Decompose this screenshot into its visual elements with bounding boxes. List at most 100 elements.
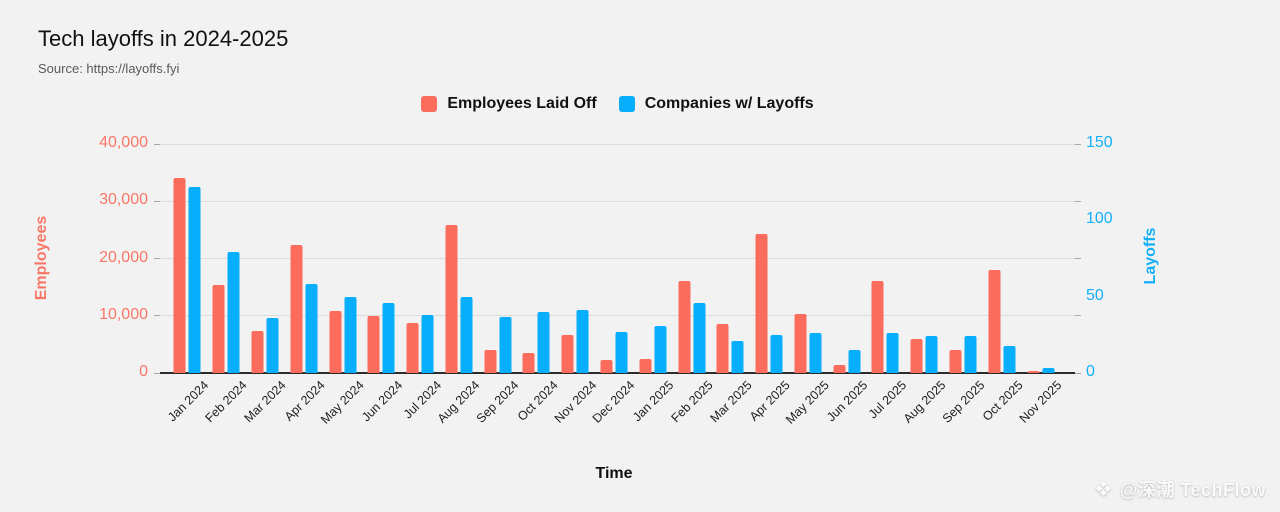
bar-companies-w-layoffs[interactable]	[344, 297, 357, 373]
bar-companies-w-layoffs[interactable]	[1003, 346, 1016, 373]
bar-companies-w-layoffs[interactable]	[499, 317, 512, 373]
bar-employees-laid-off[interactable]	[988, 270, 1001, 373]
right-axis-tick	[1075, 258, 1081, 259]
bar-companies-w-layoffs[interactable]	[615, 332, 628, 373]
bar-group	[561, 310, 589, 373]
gridline	[160, 200, 1075, 202]
right-axis-tick-label: 0	[1086, 363, 1095, 380]
bar-employees-laid-off[interactable]	[1027, 371, 1040, 373]
bar-employees-laid-off[interactable]	[406, 323, 419, 373]
gridline	[160, 143, 1075, 145]
bar-companies-w-layoffs[interactable]	[693, 303, 706, 373]
bar-companies-w-layoffs[interactable]	[188, 187, 201, 373]
left-axis-tick	[154, 143, 160, 145]
bar-group	[871, 281, 899, 373]
left-axis-title: Employees	[33, 215, 50, 301]
bar-employees-laid-off[interactable]	[212, 285, 225, 373]
bar-employees-laid-off[interactable]	[290, 245, 303, 373]
x-axis-tick-label: Jun 2024	[358, 378, 406, 425]
bar-companies-w-layoffs[interactable]	[266, 318, 279, 373]
bar-companies-w-layoffs[interactable]	[964, 336, 977, 373]
bar-employees-laid-off[interactable]	[173, 178, 186, 373]
bar-group	[212, 252, 240, 373]
x-axis-tick-label: Aug 2025	[900, 378, 949, 426]
bar-employees-laid-off[interactable]	[561, 335, 574, 373]
bar-companies-w-layoffs[interactable]	[1042, 368, 1055, 373]
bar-employees-laid-off[interactable]	[755, 234, 768, 373]
x-axis-tick-label: Feb 2024	[202, 378, 251, 426]
bar-employees-laid-off[interactable]	[367, 316, 380, 373]
legend-swatch-companies-icon	[618, 96, 635, 112]
bar-companies-w-layoffs[interactable]	[305, 284, 318, 373]
bar-companies-w-layoffs[interactable]	[731, 341, 744, 373]
bar-group	[406, 315, 434, 373]
bar-companies-w-layoffs[interactable]	[654, 326, 667, 373]
right-axis-tick-label: 50	[1086, 286, 1104, 304]
bar-employees-laid-off[interactable]	[794, 314, 807, 373]
bar-group	[173, 178, 201, 373]
bar-companies-w-layoffs[interactable]	[537, 312, 550, 373]
bar-employees-laid-off[interactable]	[833, 365, 846, 373]
bar-companies-w-layoffs[interactable]	[886, 333, 899, 373]
x-axis-title: Time	[595, 465, 633, 482]
right-axis-tick	[1075, 315, 1081, 317]
bar-employees-laid-off[interactable]	[716, 324, 729, 373]
bar-employees-laid-off[interactable]	[910, 339, 923, 373]
bar-group	[949, 336, 977, 373]
x-axis-tick-label: Feb 2025	[668, 378, 716, 426]
techflow-logo-icon: ❖	[1093, 477, 1113, 501]
bar-group	[794, 314, 822, 373]
legend-item-employees[interactable]: Employees Laid Off	[421, 95, 597, 113]
bar-employees-laid-off[interactable]	[600, 360, 613, 373]
bar-companies-w-layoffs[interactable]	[460, 297, 473, 373]
bar-companies-w-layoffs[interactable]	[925, 336, 938, 373]
right-axis-tick	[1075, 372, 1081, 374]
right-axis-title: Layoffs	[1142, 227, 1159, 285]
bar-companies-w-layoffs[interactable]	[770, 335, 783, 373]
bar-employees-laid-off[interactable]	[678, 281, 691, 373]
bar-companies-w-layoffs[interactable]	[809, 333, 822, 373]
bar-companies-w-layoffs[interactable]	[421, 315, 434, 373]
right-axis-tick-label: 150	[1086, 134, 1113, 151]
bar-employees-laid-off[interactable]	[949, 350, 962, 373]
bar-group	[522, 312, 550, 373]
left-axis-tick-label: 0	[139, 363, 148, 380]
bar-employees-laid-off[interactable]	[522, 353, 535, 373]
bar-employees-laid-off[interactable]	[871, 281, 884, 373]
bar-group	[910, 336, 938, 373]
legend-item-companies[interactable]: Companies w/ Layoffs	[618, 95, 814, 113]
bar-group	[833, 350, 861, 373]
bar-group	[290, 245, 318, 373]
bar-companies-w-layoffs[interactable]	[227, 252, 240, 373]
bar-group	[678, 281, 706, 373]
bar-companies-w-layoffs[interactable]	[848, 350, 861, 373]
bar-group	[639, 326, 667, 373]
left-axis-tick-label: 10,000	[99, 305, 148, 323]
bar-group	[329, 297, 357, 373]
chart-title: Tech layoffs in 2024-2025	[38, 26, 289, 51]
plot-area: 0 10,000 20,000 30,000 40,000 0 50 100 150 Jan 20…	[99, 134, 1113, 427]
bar-companies-w-layoffs[interactable]	[576, 310, 589, 373]
bar-employees-laid-off[interactable]	[329, 311, 342, 373]
bar-companies-w-layoffs[interactable]	[382, 303, 395, 373]
bar-employees-laid-off[interactable]	[445, 225, 458, 373]
bar-group	[445, 225, 473, 373]
left-axis-tick	[154, 200, 160, 202]
left-axis-tick	[154, 372, 160, 374]
bar-group	[251, 318, 279, 373]
bar-employees-laid-off[interactable]	[484, 350, 497, 373]
gridline	[160, 315, 1075, 317]
left-axis-tick	[154, 258, 160, 259]
x-axis-line	[160, 372, 1075, 374]
bar-employees-laid-off[interactable]	[251, 331, 264, 373]
left-axis-tick-label: 40,000	[99, 134, 148, 151]
watermark-text: @深潮 TechFlow	[1119, 480, 1266, 500]
x-axis-tick-label: Mar 2024	[241, 378, 289, 426]
x-axis-tick-label: Jun 2025	[824, 378, 871, 425]
bars-container	[168, 144, 1060, 373]
right-axis-tick-label: 100	[1086, 210, 1113, 228]
bar-employees-laid-off[interactable]	[639, 359, 652, 373]
bar-group	[988, 270, 1016, 373]
bar-group	[1027, 368, 1055, 373]
